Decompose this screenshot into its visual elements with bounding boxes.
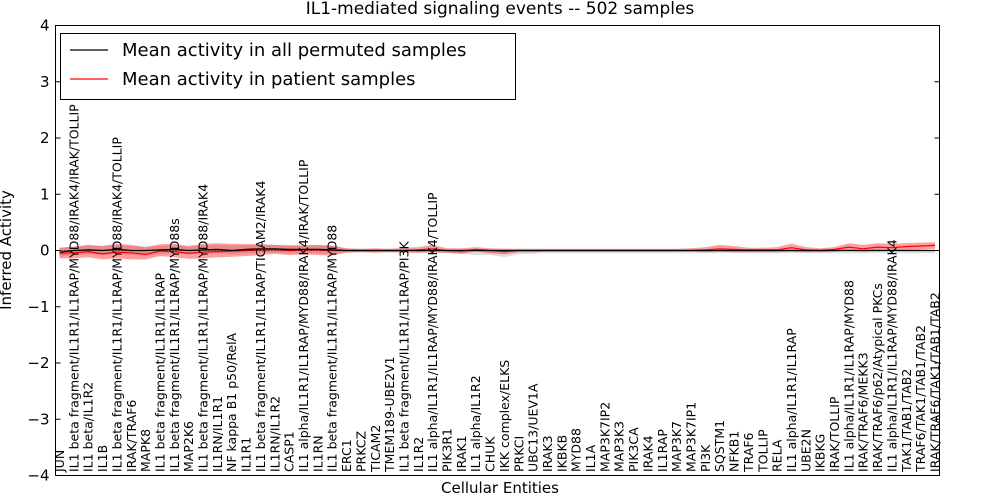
x-tick-label: IL1RAP (655, 429, 670, 472)
x-tick-labels: JUN IL1 beta fragment/IL1R1/IL1RAP/MYD88/… (52, 104, 943, 473)
x-tick-label: IL1 alpha/IL1R1/IL1RAP/MYD88 (841, 280, 856, 472)
x-tick-label: ERC1 (339, 439, 354, 472)
x-tick-label: JUN (52, 450, 67, 473)
y-tick-label: 3 (40, 73, 50, 91)
x-tick-label: IL1 alpha/IL1R2 (468, 375, 483, 472)
x-tick-label: MAP2K6 (181, 421, 196, 472)
legend: Mean activity in all permuted samples Me… (60, 33, 516, 100)
chart-title: IL1-mediated signaling events -- 502 sam… (306, 0, 695, 19)
x-tick-label: RELA (770, 439, 785, 472)
x-tick-label: IRAK/TRAF6/p62/Atypical PKCs (870, 283, 885, 472)
x-tick-label: PIK3R1 (440, 428, 455, 472)
x-tick-label: TMEM189-UBE2V1 (382, 356, 397, 473)
plot-frame (55, 25, 940, 476)
x-tick-label: IL1RN/IL1R2 (267, 396, 282, 472)
x-tick-label: IL1 beta fragment/IL1R1/IL1RAP/MYD88/IRA… (196, 184, 211, 472)
y-tick-label: 1 (40, 185, 50, 203)
y-tick-label: 4 (40, 17, 50, 35)
legend-box (60, 33, 516, 100)
x-tick-label: IRAK4 (641, 435, 656, 472)
x-tick-label: IRAK/TRAF6 (124, 400, 139, 472)
x-tick-label: TICAM2 (368, 425, 383, 473)
x-tick-label: PI3K (698, 444, 713, 472)
x-tick-label: IL1 beta fragment/IL1R1/IL1RAP/MYD88 (325, 225, 340, 472)
x-tick-label: MAP3K7IP1 (684, 402, 699, 472)
y-tick-label: −1 (27, 298, 49, 316)
x-tick-label: IL1 beta/IL1R2 (81, 382, 96, 472)
x-tick-label: IKK complex/ELKS (497, 360, 512, 472)
y-axis-ticks: −4 −3 −2 −1 0 1 2 3 4 (27, 17, 940, 485)
y-tick-label: −4 (27, 467, 49, 485)
y-tick-label: 0 (40, 242, 50, 260)
x-tick-label: IRAK/TOLLIP (827, 396, 842, 472)
x-tick-label: MAPK8 (138, 429, 153, 472)
y-axis-label: Inferred Activity (0, 190, 15, 310)
x-tick-label: TOLLIP (755, 429, 770, 473)
x-tick-label: UBC13/UEV1A (526, 383, 541, 472)
x-tick-label: CHUK (483, 436, 498, 472)
x-tick-label: MYD88 (569, 428, 584, 472)
x-tick-label: IL1 beta fragment/IL1R1/IL1RAP/TICAM2/IR… (253, 181, 268, 472)
x-tick-label: MAP3K3 (612, 421, 627, 472)
x-tick-label: IRAK1 (454, 435, 469, 472)
x-tick-label: IKBKB (554, 435, 569, 472)
x-tick-label: PRKCZ (353, 431, 368, 472)
x-tick-label: IRAK/TRAF6/TAK1/TAB1/TAB2 (928, 292, 943, 472)
x-tick-label: IKBKG (813, 434, 828, 472)
y-tick-label: 2 (40, 129, 50, 147)
x-tick-label: NFKB1 (727, 431, 742, 472)
x-tick-label: CASP1 (282, 431, 297, 472)
x-tick-label: IL1B (95, 445, 110, 472)
x-tick-label: IL1 beta fragment/IL1R1/IL1RAP/MYD88s (167, 218, 182, 472)
x-tick-label: NF kappa B1 p50/RelA (224, 332, 239, 472)
x-tick-label: IL1A (583, 444, 598, 472)
x-tick-label: IL1 alpha/IL1R1/IL1RAP/MYD88/IRAK4 (884, 239, 899, 472)
x-tick-label: IL1 beta fragment/IL1R1/IL1RAP/PI3K (397, 241, 412, 472)
x-tick-label: IL1 beta fragment/IL1R1/IL1RAP (153, 272, 168, 472)
x-tick-label: TRAF6 (741, 432, 756, 473)
x-tick-label: MAP3K7IP2 (597, 402, 612, 472)
x-tick-label: IRAK3 (540, 435, 555, 472)
x-tick-label: MAP3K7 (669, 421, 684, 472)
x-tick-label: IL1RN/IL1R1 (210, 396, 225, 472)
x-tick-label: IL1 beta fragment/IL1R1/IL1RAP/MYD88/IRA… (66, 104, 81, 472)
x-tick-label: IL1 alpha/IL1R1/IL1RAP/MYD88/IRAK4/TOLLI… (425, 192, 440, 472)
x-tick-label: IRAK/TRAF6/MEKK3 (856, 352, 871, 472)
legend-label-permuted: Mean activity in all permuted samples (122, 40, 466, 61)
x-tick-label: IL1R1 (239, 437, 254, 472)
x-tick-label: SQSTM1 (712, 420, 727, 472)
x-tick-label: IL1 alpha/IL1R1/IL1RAP/MYD88/IRAK4/IRAK/… (296, 159, 311, 472)
y-tick-label: −3 (27, 410, 49, 428)
x-tick-label: UBE2N (798, 429, 813, 472)
x-tick-label: PRKCI (511, 436, 526, 472)
x-tick-label: IL1RN (310, 435, 325, 472)
x-tick-label: TAK1/TAB1/TAB2 (899, 369, 914, 473)
x-tick-label: IL1 beta fragment/IL1R1/IL1RAP/MYD88/IRA… (109, 137, 124, 472)
x-axis-label: Cellular Entities (441, 479, 559, 497)
x-tick-label: IL1 alpha/IL1R1/IL1RAP (784, 328, 799, 472)
x-tick-label: IL1R2 (411, 437, 426, 472)
x-tick-label: TRAF6/TAK1/TAB1/TAB2 (913, 325, 928, 473)
legend-label-patient: Mean activity in patient samples (122, 69, 416, 90)
x-tick-label: PIK3CA (626, 427, 641, 472)
y-tick-label: −2 (27, 354, 49, 372)
